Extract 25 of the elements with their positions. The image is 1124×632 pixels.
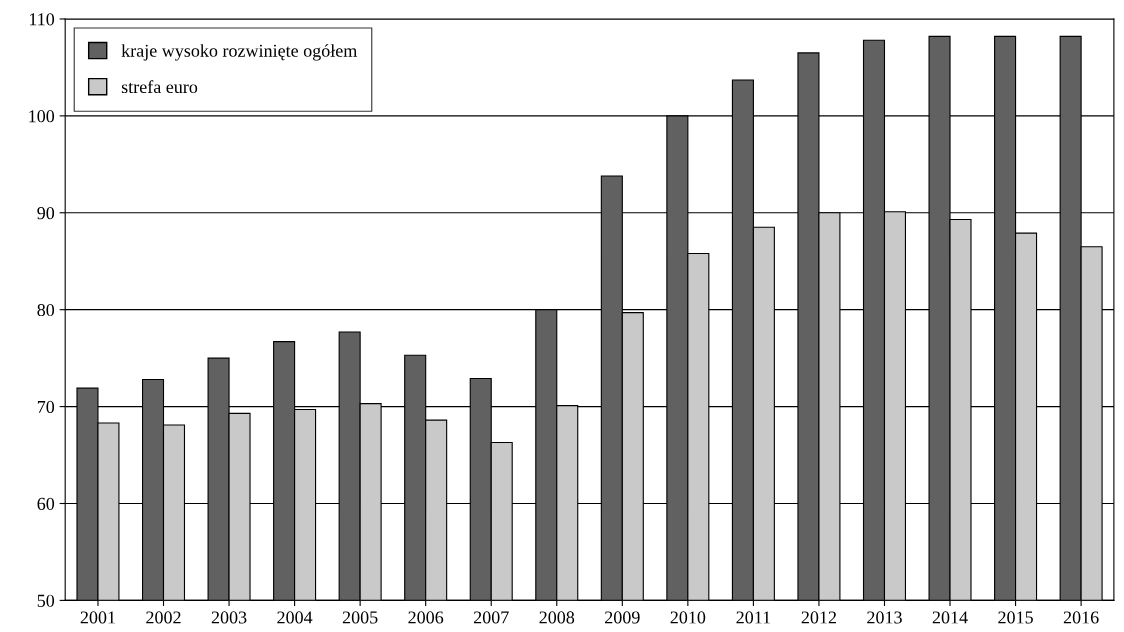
y-tick-label: 60: [37, 497, 55, 510]
x-tick-label: 2001: [80, 611, 115, 624]
x-tick-label: 2015: [998, 611, 1033, 624]
y-tick-label: 100: [29, 110, 55, 123]
x-tick-label: 2014: [932, 611, 968, 624]
legend-label: strefa euro: [121, 80, 198, 94]
x-tick-label: 2007: [473, 611, 509, 624]
y-tick-label: 90: [37, 207, 55, 220]
x-tick-label: 2013: [867, 611, 902, 624]
y-tick-label: 70: [37, 400, 55, 414]
x-tick-label: 2010: [670, 611, 706, 624]
x-tick-label: 2003: [211, 611, 247, 624]
legend-label: kraje wysoko rozwinięte ogółem: [121, 44, 358, 61]
x-tick-label: 2005: [342, 611, 378, 624]
y-tick-label: 110: [29, 13, 55, 26]
x-tick-label: 2002: [146, 611, 181, 624]
x-tick-label: 2006: [408, 611, 444, 624]
x-tick-label: 2009: [605, 611, 640, 624]
x-tick-label: 2011: [736, 611, 771, 624]
x-tick-label: 2008: [539, 611, 575, 624]
x-tick-label: 2004: [277, 611, 313, 624]
x-tick-label: 2016: [1063, 611, 1099, 624]
x-tick-label: 2012: [801, 611, 836, 624]
y-tick-label: 80: [37, 303, 55, 317]
y-tick-label: 50: [37, 594, 55, 607]
